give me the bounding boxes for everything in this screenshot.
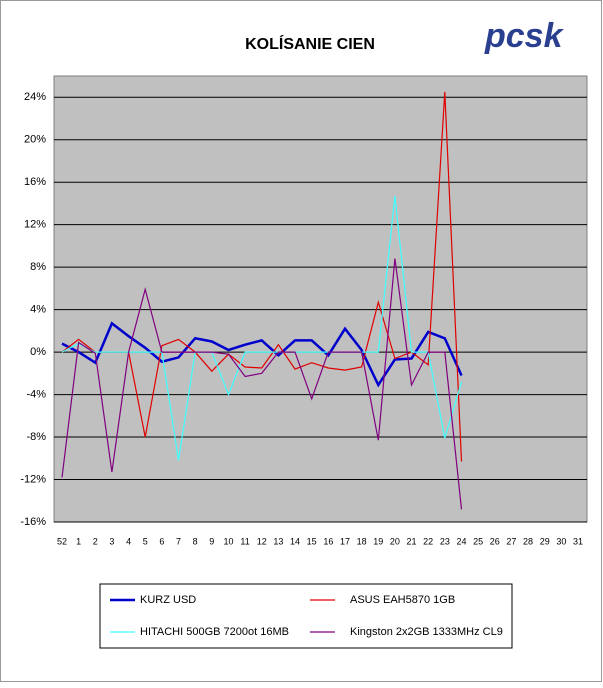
x-tick-label: 14 bbox=[290, 536, 300, 546]
y-tick-label: 20% bbox=[24, 134, 46, 146]
x-tick-label: 4 bbox=[126, 536, 131, 546]
x-tick-label: 16 bbox=[323, 536, 333, 546]
y-tick-label: -12% bbox=[20, 473, 46, 485]
x-tick-label: 1 bbox=[76, 536, 81, 546]
x-tick-label: 11 bbox=[240, 536, 249, 546]
y-tick-label: -16% bbox=[20, 516, 46, 528]
plot-area bbox=[53, 75, 588, 523]
x-tick-label: 28 bbox=[523, 536, 533, 546]
legend-label: Kingston 2x2GB 1333MHz CL9 bbox=[350, 626, 503, 638]
y-tick-label: 12% bbox=[24, 219, 46, 231]
y-tick-label: 24% bbox=[24, 91, 46, 103]
x-tick-label: 2 bbox=[93, 536, 98, 546]
legend-label: HITACHI 500GB 7200ot 16MB bbox=[140, 626, 289, 638]
logo: pcsk bbox=[484, 17, 565, 55]
y-tick-label: -4% bbox=[26, 388, 46, 400]
chart-title: KOLÍSANIE CIEN bbox=[245, 34, 375, 53]
x-tick-label: 7 bbox=[176, 536, 181, 546]
x-tick-label: 19 bbox=[373, 536, 383, 546]
x-tick-label: 30 bbox=[556, 536, 566, 546]
x-tick-label: 12 bbox=[257, 536, 267, 546]
legend bbox=[99, 583, 513, 649]
x-tick-label: 31 bbox=[573, 536, 583, 546]
legend-label: KURZ USD bbox=[140, 594, 196, 606]
series-line bbox=[61, 321, 463, 388]
x-tick-label: 20 bbox=[390, 536, 400, 546]
x-tick-label: 22 bbox=[423, 536, 433, 546]
y-tick-label: -8% bbox=[26, 431, 46, 443]
y-tick-label: 16% bbox=[24, 176, 46, 188]
y-tick-label: 4% bbox=[30, 304, 46, 316]
x-tick-label: 17 bbox=[340, 536, 350, 546]
x-tick-label: 9 bbox=[209, 536, 214, 546]
y-tick-label: 8% bbox=[30, 261, 46, 273]
x-tick-label: 23 bbox=[440, 536, 450, 546]
x-tick-label: 25 bbox=[473, 536, 483, 546]
x-tick-label: 24 bbox=[456, 536, 466, 546]
x-tick-label: 10 bbox=[223, 536, 233, 546]
x-tick-label: 6 bbox=[159, 536, 164, 546]
y-tick-label: 0% bbox=[30, 346, 46, 358]
x-tick-label: 52 bbox=[57, 536, 67, 546]
series-line bbox=[61, 258, 463, 510]
x-tick-label: 26 bbox=[490, 536, 500, 546]
x-tick-label: 15 bbox=[307, 536, 317, 546]
x-tick-label: 5 bbox=[143, 536, 148, 546]
legend-label: ASUS EAH5870 1GB bbox=[350, 594, 455, 606]
x-tick-label: 13 bbox=[273, 536, 283, 546]
x-tick-label: 21 bbox=[407, 536, 417, 546]
x-tick-label: 3 bbox=[109, 536, 114, 546]
x-tick-label: 8 bbox=[193, 536, 198, 546]
x-tick-label: 29 bbox=[540, 536, 550, 546]
x-tick-label: 27 bbox=[506, 536, 516, 546]
x-tick-label: 18 bbox=[357, 536, 367, 546]
